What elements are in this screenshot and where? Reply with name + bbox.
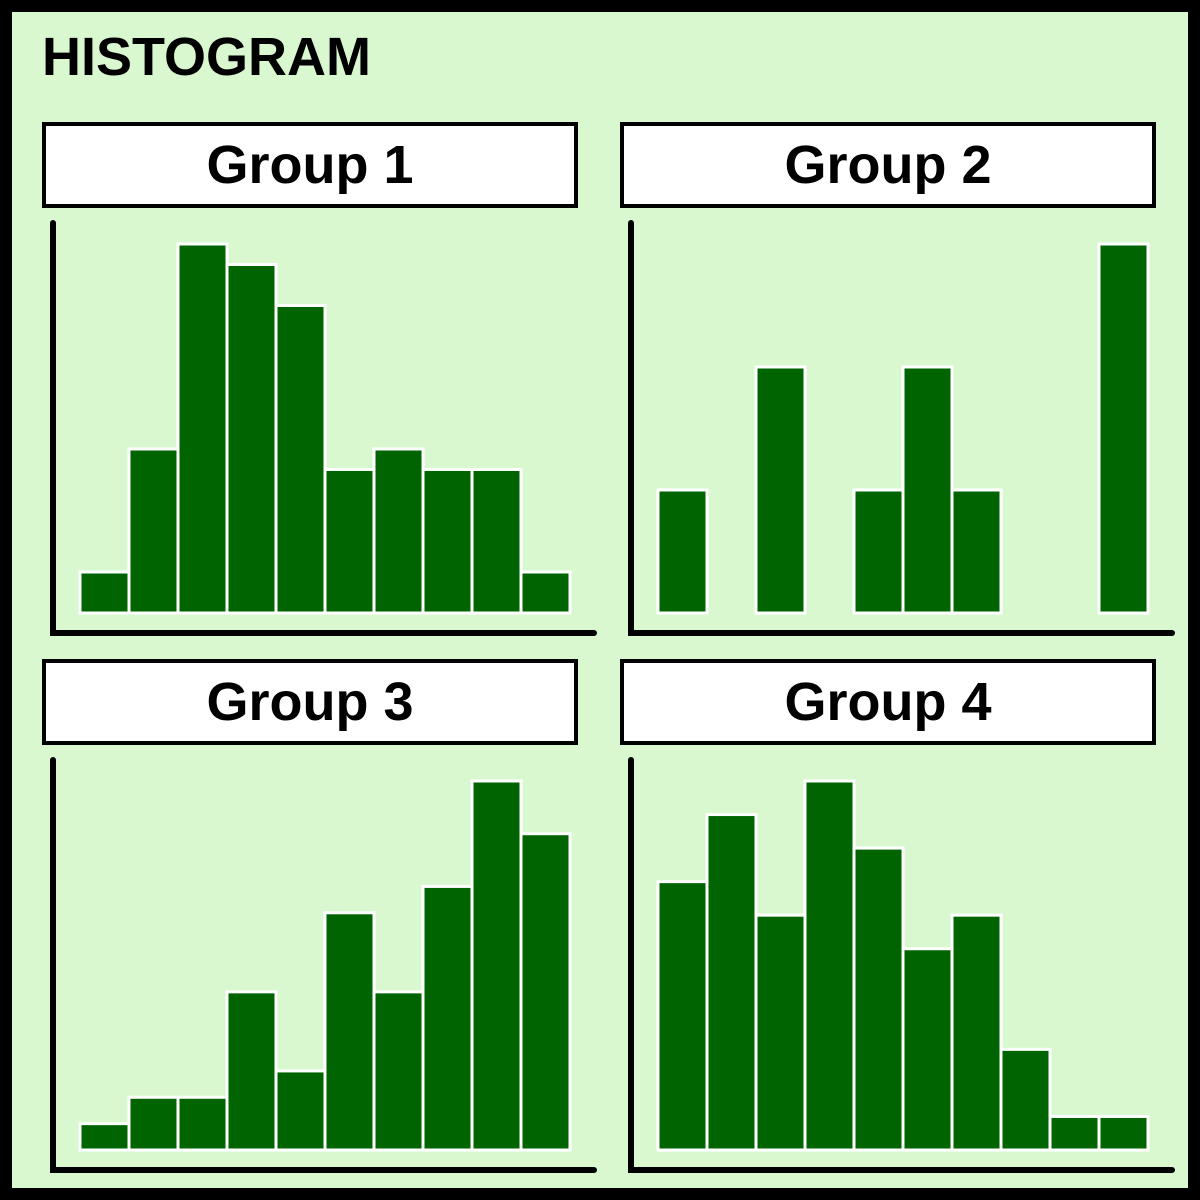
panel-1-bar-6 — [323, 468, 376, 615]
panel-4-bar-10 — [1097, 1114, 1150, 1152]
panel-4-bar-7 — [950, 913, 1003, 1152]
panel-1-bar-9 — [470, 468, 523, 615]
panel-4-histogram — [628, 757, 1175, 1173]
panel-2-bar-3 — [754, 365, 807, 615]
chart-title: HISTOGRAM — [42, 27, 372, 87]
panel-1-bar-7 — [372, 447, 425, 615]
panel-3-bar-5 — [274, 1069, 327, 1152]
panel-3-title: Group 3 — [42, 659, 578, 745]
panel-1-title: Group 1 — [42, 122, 578, 208]
panel-1-bar-4 — [225, 263, 278, 615]
panel-2-bar-7 — [950, 488, 1003, 615]
panel-1-bar-8 — [421, 468, 474, 615]
panel-1-histogram — [50, 220, 597, 636]
panel-3-bar-6 — [323, 911, 376, 1152]
panel-3-bar-3 — [176, 1095, 229, 1152]
panel-1-bar-2 — [127, 447, 180, 615]
panel-3-bar-4 — [225, 990, 278, 1152]
panel-2-bar-1 — [656, 488, 709, 615]
panel-3-bar-10 — [519, 832, 572, 1152]
panel-4-bar-3 — [754, 913, 807, 1152]
panel-1-bar-1 — [78, 570, 131, 615]
panel-3-bar-9 — [470, 779, 523, 1152]
panel-2-histogram — [628, 220, 1175, 636]
panel-4-axes — [628, 757, 1175, 1173]
panel-2-bar-6 — [901, 365, 954, 615]
panel-3-axes — [50, 757, 597, 1173]
panel-3-histogram — [50, 757, 597, 1173]
panel-4-bar-9 — [1048, 1114, 1101, 1152]
panel-4-bar-1 — [656, 880, 709, 1152]
panel-1-bar-5 — [274, 304, 327, 615]
panel-2-bar-5 — [852, 488, 905, 615]
panel-1-bar-10 — [519, 570, 572, 615]
panel-4-bar-6 — [901, 947, 954, 1152]
panel-4-bar-8 — [999, 1047, 1052, 1152]
panel-4-bar-4 — [803, 779, 856, 1152]
panel-1-axes — [50, 220, 597, 636]
panel-3-bar-2 — [127, 1095, 180, 1152]
panel-2-bar-10 — [1097, 242, 1150, 615]
panel-1-bar-3 — [176, 242, 229, 615]
panel-3-bar-7 — [372, 990, 425, 1152]
panel-3-bar-8 — [421, 884, 474, 1152]
panel-4-title: Group 4 — [620, 659, 1156, 745]
panel-4-bar-2 — [705, 813, 758, 1152]
panel-2-title: Group 2 — [620, 122, 1156, 208]
panel-2-axes — [628, 220, 1175, 636]
panel-4-bar-5 — [852, 846, 905, 1152]
panel-3-bar-1 — [78, 1122, 131, 1152]
